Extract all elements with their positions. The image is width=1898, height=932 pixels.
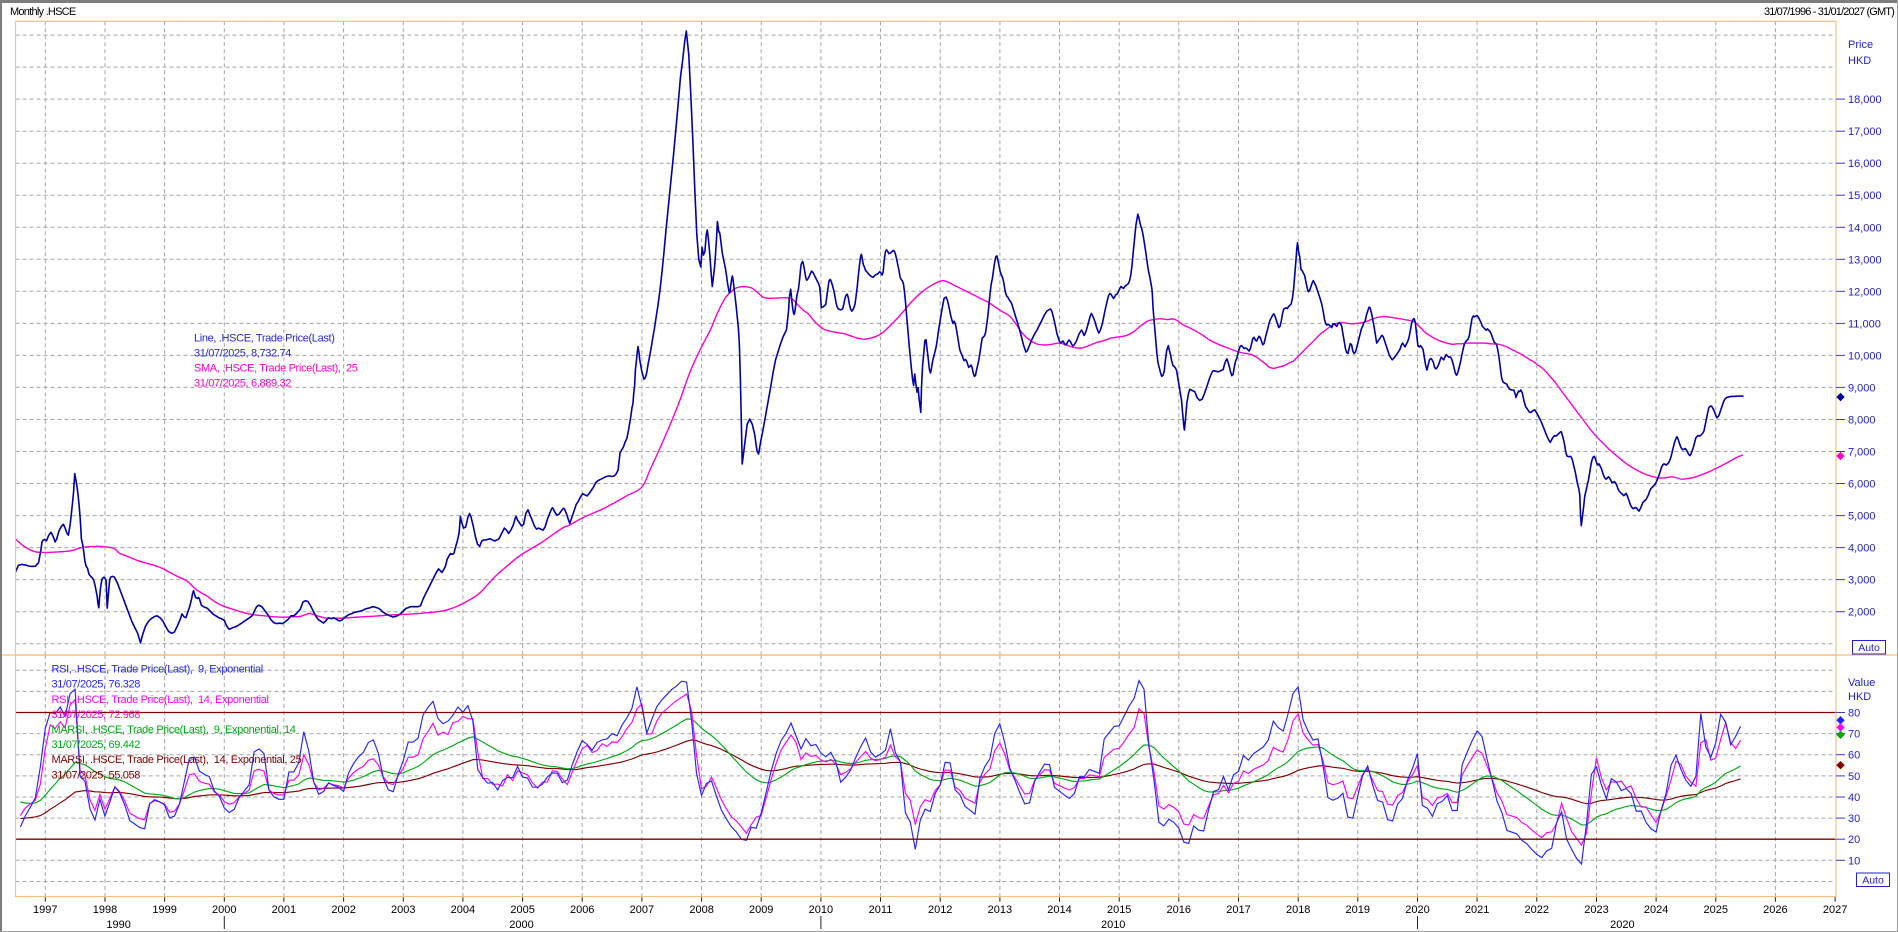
svg-text:Price: Price [1848, 39, 1873, 51]
svg-text:2021: 2021 [1465, 904, 1489, 916]
svg-text:2011: 2011 [869, 904, 893, 916]
svg-text:2008: 2008 [689, 904, 713, 916]
svg-text:11,000: 11,000 [1848, 318, 1881, 330]
svg-text:50: 50 [1848, 771, 1860, 783]
svg-text:8,000: 8,000 [1848, 415, 1876, 427]
svg-text:2014: 2014 [1047, 904, 1071, 916]
svg-text:MARSI, .HSCE, Trade Price(Last: MARSI, .HSCE, Trade Price(Last), 9, Expo… [52, 724, 296, 736]
svg-text:12,000: 12,000 [1848, 286, 1882, 298]
svg-text:2000: 2000 [509, 919, 533, 931]
svg-text:6,000: 6,000 [1848, 479, 1876, 491]
svg-text:10,000: 10,000 [1848, 350, 1882, 362]
svg-text:7,000: 7,000 [1848, 447, 1876, 459]
svg-text:14,000: 14,000 [1848, 222, 1882, 234]
svg-text:16,000: 16,000 [1848, 158, 1882, 170]
svg-text:80: 80 [1848, 708, 1860, 720]
svg-text:2025: 2025 [1704, 904, 1728, 916]
svg-text:2017: 2017 [1226, 904, 1250, 916]
svg-text:2000: 2000 [212, 904, 236, 916]
svg-text:2019: 2019 [1346, 904, 1370, 916]
svg-text:RSI, .HSCE, Trade Price(Last),: RSI, .HSCE, Trade Price(Last), 14, Expon… [52, 694, 269, 706]
svg-text:HKD: HKD [1848, 691, 1871, 703]
svg-text:2024: 2024 [1644, 904, 1668, 916]
svg-text:13,000: 13,000 [1848, 254, 1882, 266]
svg-text:Auto: Auto [1862, 875, 1884, 887]
svg-text:31/07/2025, 69.442: 31/07/2025, 69.442 [52, 739, 141, 751]
svg-text:2015: 2015 [1107, 904, 1131, 916]
svg-text:Value: Value [1848, 677, 1875, 689]
svg-text:17,000: 17,000 [1848, 126, 1882, 138]
svg-text:2002: 2002 [331, 904, 355, 916]
svg-text:10: 10 [1848, 855, 1860, 867]
svg-text:2010: 2010 [1101, 919, 1125, 931]
svg-text:2020: 2020 [1405, 904, 1429, 916]
svg-text:20: 20 [1848, 834, 1860, 846]
svg-text:2027: 2027 [1823, 904, 1847, 916]
svg-text:40: 40 [1848, 792, 1860, 804]
svg-text:31/07/2025, 6,889.32: 31/07/2025, 6,889.32 [194, 378, 291, 390]
svg-text:70: 70 [1848, 729, 1860, 741]
svg-text:MARSI, .HSCE, Trade Price(Last: MARSI, .HSCE, Trade Price(Last), 14, Exp… [52, 754, 302, 766]
svg-text:2016: 2016 [1167, 904, 1191, 916]
svg-text:5,000: 5,000 [1848, 511, 1876, 523]
svg-text:1998: 1998 [93, 904, 117, 916]
svg-text:Auto: Auto [1858, 642, 1880, 654]
svg-text:2003: 2003 [391, 904, 415, 916]
svg-text:1990: 1990 [106, 919, 130, 931]
svg-text:18,000: 18,000 [1848, 94, 1882, 106]
svg-text:2012: 2012 [928, 904, 952, 916]
svg-text:2023: 2023 [1584, 904, 1608, 916]
svg-text:30: 30 [1848, 813, 1860, 825]
svg-text:2010: 2010 [809, 904, 833, 916]
svg-text:4,000: 4,000 [1848, 543, 1876, 555]
svg-text:2026: 2026 [1763, 904, 1787, 916]
svg-text:9,000: 9,000 [1848, 382, 1876, 394]
svg-text:2009: 2009 [749, 904, 773, 916]
svg-text:2013: 2013 [988, 904, 1012, 916]
svg-text:2007: 2007 [630, 904, 654, 916]
svg-text:SMA, .HSCE, Trade Price(Last),: SMA, .HSCE, Trade Price(Last), 25 [194, 363, 358, 375]
svg-text:31/07/1996 - 31/01/2027 (GMT): 31/07/1996 - 31/01/2027 (GMT) [1764, 6, 1894, 18]
svg-text:15,000: 15,000 [1848, 190, 1882, 202]
svg-text:60: 60 [1848, 750, 1860, 762]
svg-text:2005: 2005 [510, 904, 534, 916]
svg-text:HKD: HKD [1848, 55, 1871, 67]
svg-text:31/07/2025, 76.328: 31/07/2025, 76.328 [52, 679, 141, 691]
svg-text:2004: 2004 [451, 904, 475, 916]
svg-text:1999: 1999 [152, 904, 176, 916]
svg-text:2001: 2001 [272, 904, 296, 916]
svg-text:31/07/2025, 72.968: 31/07/2025, 72.968 [52, 709, 141, 721]
svg-text:31/07/2025, 8,732.74: 31/07/2025, 8,732.74 [194, 348, 291, 360]
svg-text:1997: 1997 [33, 904, 57, 916]
svg-text:2020: 2020 [1610, 919, 1634, 931]
svg-text:2022: 2022 [1525, 904, 1549, 916]
svg-text:RSI, .HSCE, Trade Price(Last),: RSI, .HSCE, Trade Price(Last), 9, Expone… [52, 664, 263, 676]
svg-text:Line, .HSCE, Trade Price(Last): Line, .HSCE, Trade Price(Last) [194, 333, 335, 345]
svg-text:2018: 2018 [1286, 904, 1310, 916]
svg-text:Monthly .HSCE: Monthly .HSCE [10, 6, 76, 18]
svg-text:31/07/2025, 55.058: 31/07/2025, 55.058 [52, 769, 141, 781]
svg-text:3,000: 3,000 [1848, 575, 1876, 587]
svg-text:2006: 2006 [570, 904, 594, 916]
svg-text:2,000: 2,000 [1848, 607, 1876, 619]
